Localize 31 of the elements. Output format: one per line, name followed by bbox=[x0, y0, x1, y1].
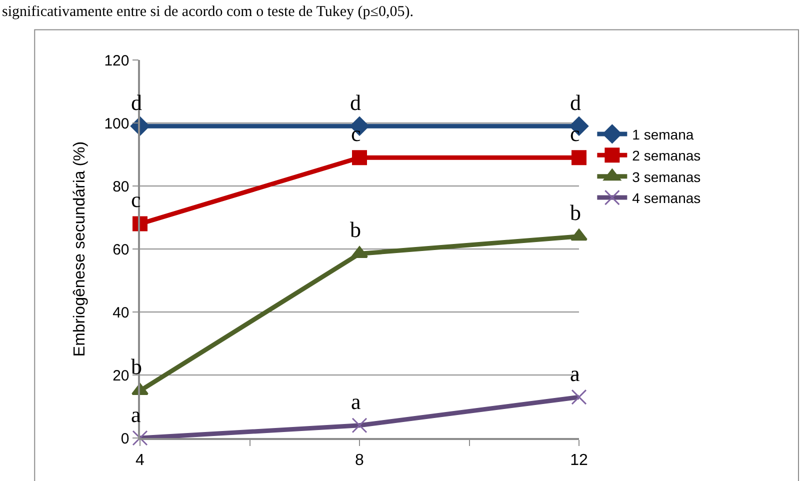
annotation: c bbox=[131, 187, 141, 212]
legend-label: 1 semana bbox=[632, 126, 694, 142]
y-tick-label: 100 bbox=[104, 115, 130, 132]
y-tick-label: 40 bbox=[112, 304, 130, 322]
x-tick-label: 8 bbox=[355, 452, 364, 469]
annotation: b bbox=[570, 200, 581, 225]
point bbox=[571, 389, 587, 405]
y-tick-label: 20 bbox=[112, 367, 130, 384]
annotation: a bbox=[351, 389, 361, 414]
x-tick-label: 4 bbox=[136, 452, 145, 469]
annotation: b bbox=[350, 217, 361, 242]
annotation: d bbox=[350, 90, 361, 115]
annotation: d bbox=[131, 90, 142, 115]
legend-label: 3 semanas bbox=[632, 168, 701, 185]
text: significativamente entre si de acordo com o teste de Tukey (p≤0,05). bbox=[2, 4, 414, 20]
annotation: c bbox=[570, 121, 580, 146]
point bbox=[352, 150, 367, 166]
y-tick-label: 60 bbox=[112, 241, 130, 258]
point bbox=[352, 418, 368, 434]
y-axis-title: Embriogênese secundária (%) bbox=[72, 141, 89, 357]
annotation: a bbox=[131, 402, 141, 427]
annotation: d bbox=[570, 90, 581, 115]
point bbox=[572, 150, 586, 166]
annotation: a bbox=[570, 361, 580, 386]
y-tick-label: 0 bbox=[120, 430, 130, 448]
y-tick-label: 120 bbox=[104, 52, 130, 70]
legend-label: 4 semanas bbox=[632, 190, 701, 206]
x-tick-label: 12 bbox=[570, 452, 588, 469]
annotation: b bbox=[131, 354, 142, 379]
legend-label: 2 semanas bbox=[632, 148, 701, 164]
y-tick-label: 80 bbox=[112, 178, 130, 196]
